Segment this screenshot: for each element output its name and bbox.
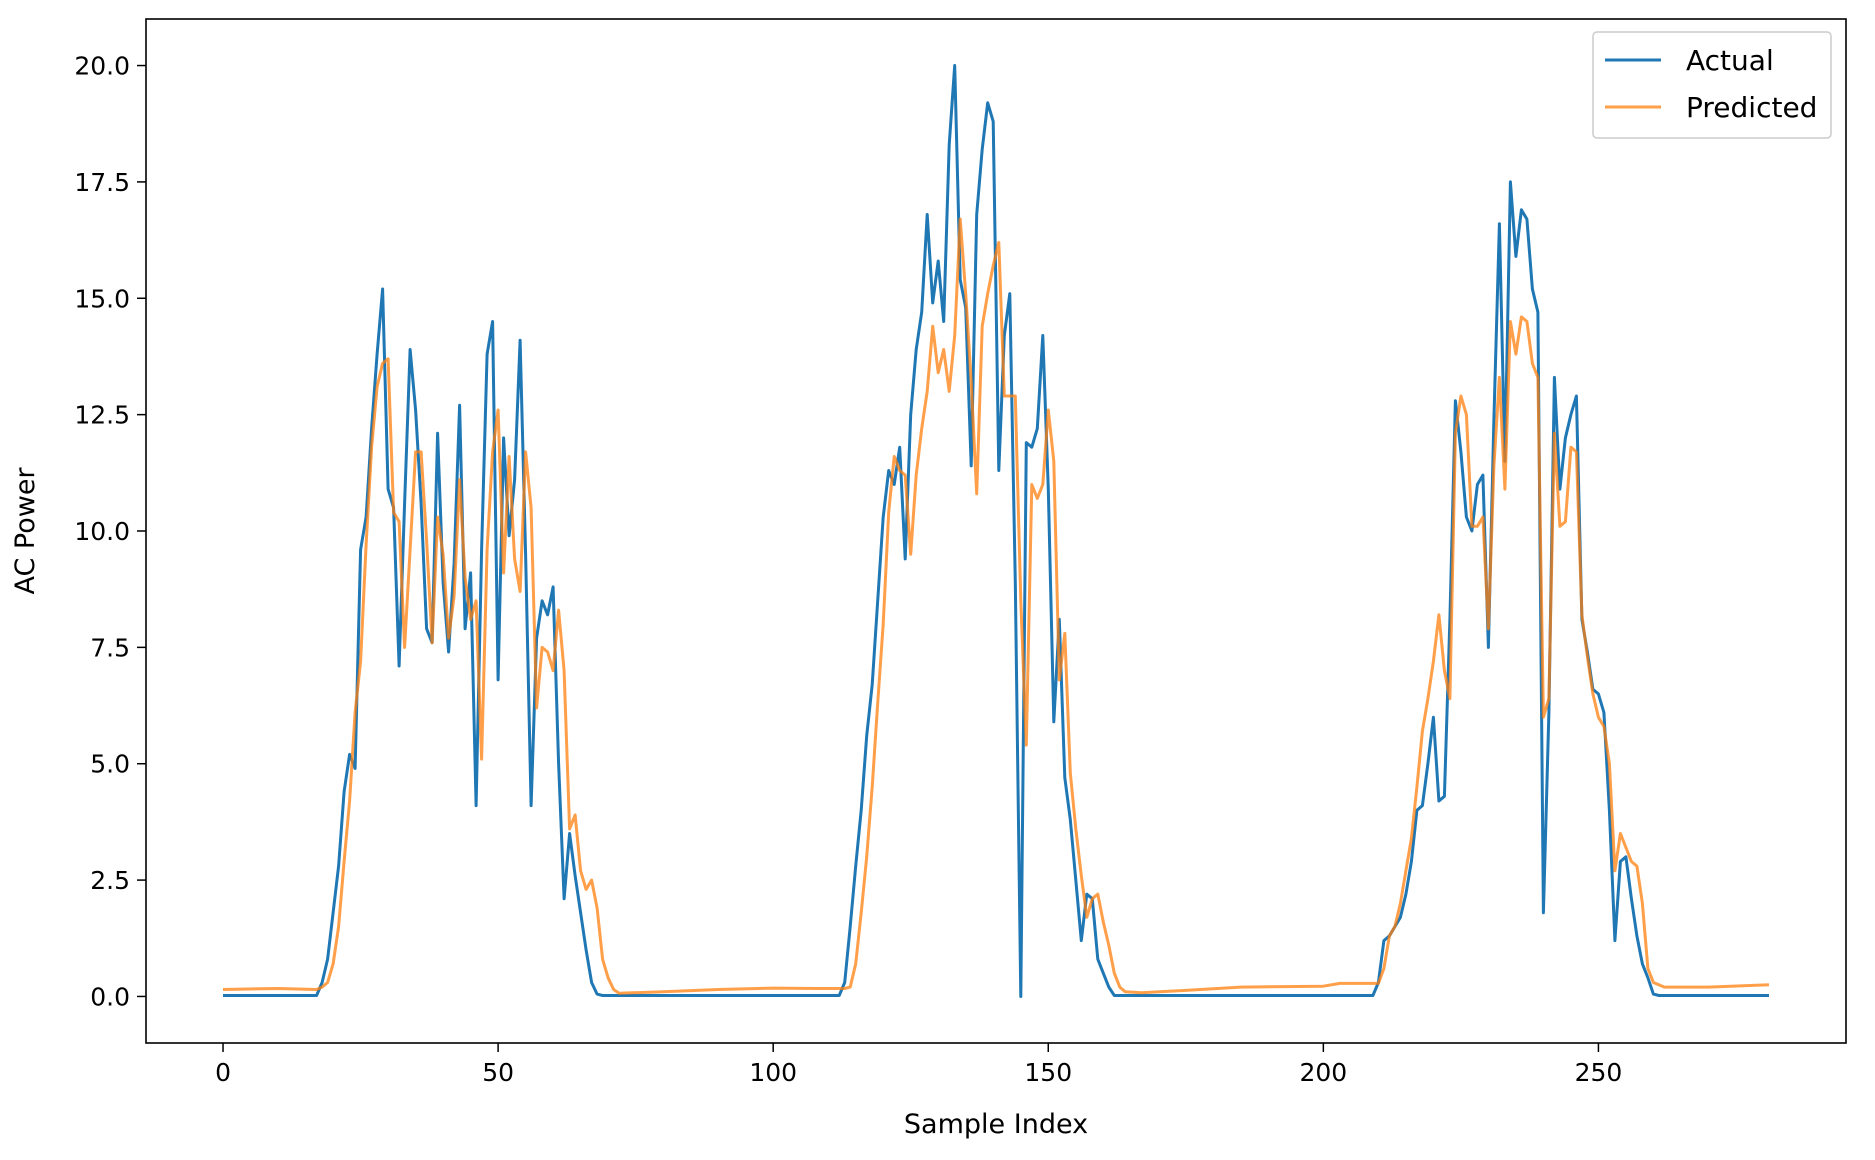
y-tick-label: 15.0 — [74, 284, 130, 313]
y-tick-label: 7.5 — [90, 633, 130, 662]
series-line-predicted — [222, 217, 1770, 995]
y-tick-label: 2.5 — [90, 866, 130, 895]
x-tick-label: 50 — [482, 1058, 514, 1087]
legend: Actual Predicted — [1592, 31, 1832, 139]
y-tick-label: 5.0 — [90, 750, 130, 779]
legend-label-actual: Actual — [1686, 44, 1774, 77]
x-tick-label: 150 — [1024, 1058, 1072, 1087]
x-tick-label: 250 — [1575, 1058, 1623, 1087]
y-tick-label: 12.5 — [74, 401, 130, 430]
y-tick-label: 10.0 — [74, 517, 130, 546]
series-lines — [222, 64, 1770, 998]
x-axis-label: Sample Index — [904, 1109, 1088, 1140]
y-axis-label: AC Power — [10, 467, 41, 595]
legend-label-predicted: Predicted — [1686, 91, 1817, 124]
y-tick-label: 20.0 — [74, 52, 130, 81]
x-tick-label: 200 — [1299, 1058, 1347, 1087]
x-tick-label: 100 — [749, 1058, 797, 1087]
series-line-actual — [223, 64, 1769, 998]
y-tick-label: 17.5 — [74, 168, 130, 197]
axis-ticks: 0 50 100 150 200 250 0.0 2.5 5.0 7.5 10.0 12.5 15.0 1… — [74, 52, 1622, 1087]
y-tick-label: 0.0 — [90, 982, 130, 1011]
x-tick-label: 0 — [215, 1058, 231, 1087]
